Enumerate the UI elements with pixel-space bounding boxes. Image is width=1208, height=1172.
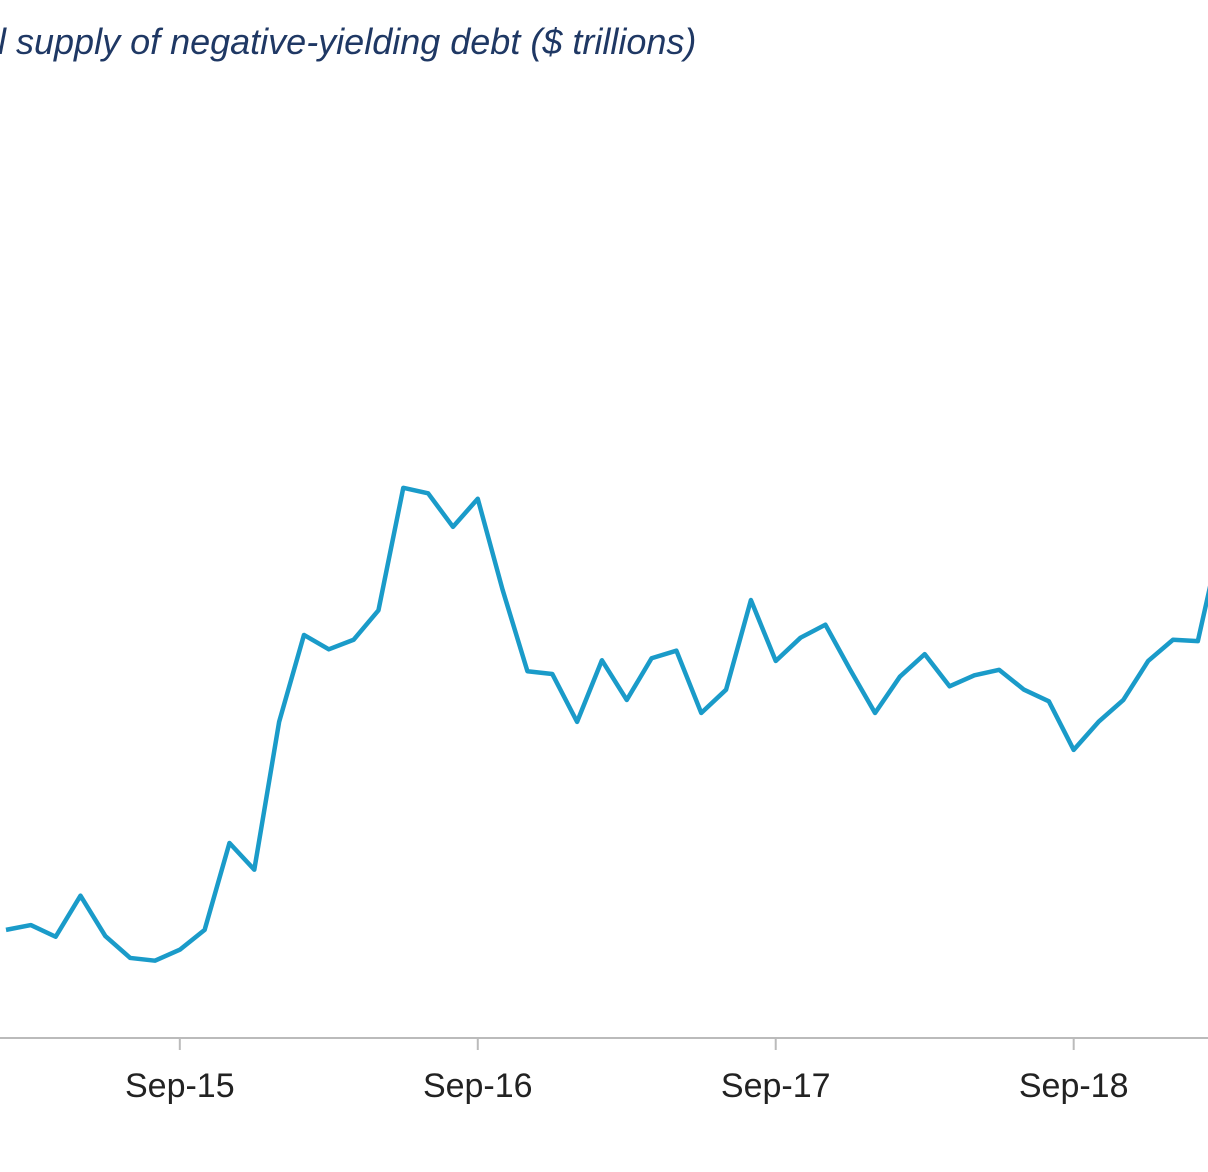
series-line: [5, 485, 1208, 963]
x-tick-label: Sep-17: [721, 1067, 831, 1105]
x-tick-label: Sep-16: [423, 1067, 533, 1105]
chart-title: l supply of negative-yielding debt ($ tr…: [0, 21, 696, 62]
x-tick-label: Sep-15: [125, 1067, 235, 1105]
x-tick-label: Sep-18: [1019, 1067, 1129, 1105]
